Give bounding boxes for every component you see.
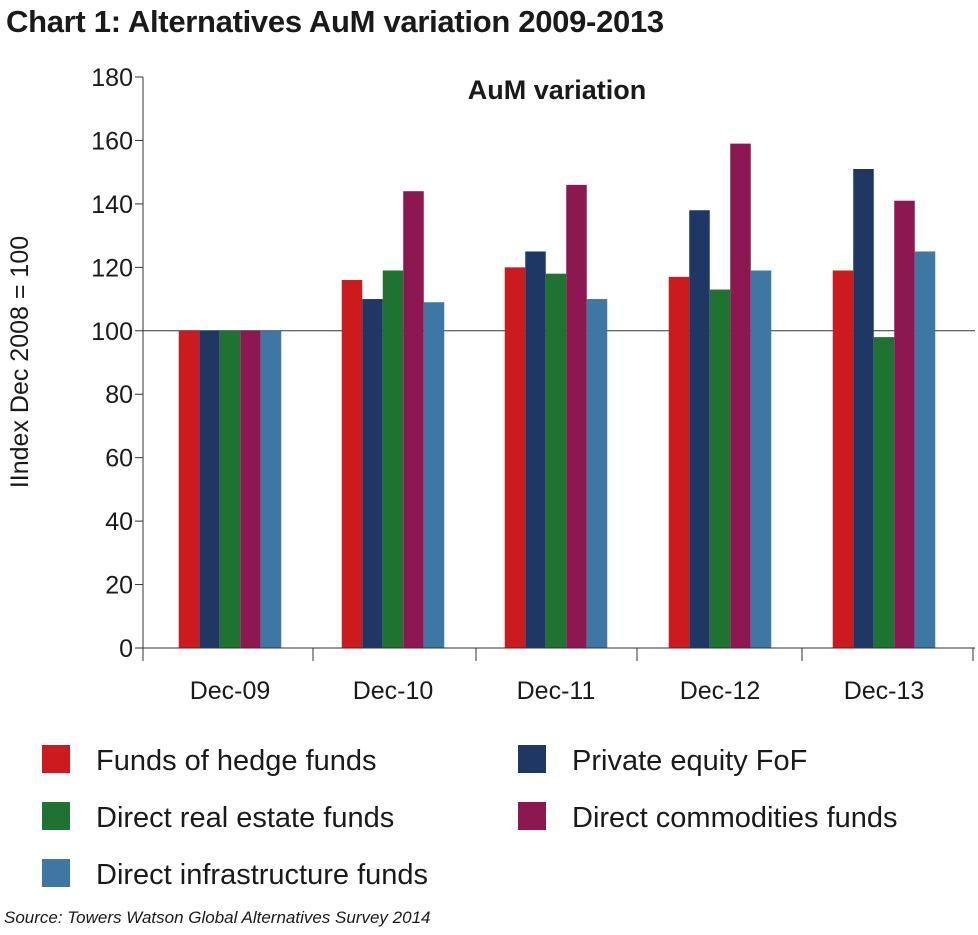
bar	[894, 200, 915, 648]
legend-label: Private equity FoF	[572, 745, 807, 777]
bar	[199, 330, 220, 648]
y-tick-label: 160	[91, 127, 133, 155]
bar	[382, 270, 404, 648]
bar	[545, 273, 567, 648]
y-tick-label: 40	[105, 508, 133, 536]
legend-label: Direct infrastructure funds	[96, 859, 428, 891]
legend: Funds of hedge funds Private equity FoF Di…	[42, 745, 898, 891]
bar	[750, 270, 772, 648]
y-tick-label: 20	[105, 572, 133, 600]
bar	[178, 330, 200, 648]
y-tick-label: 60	[105, 445, 133, 473]
legend-swatch	[518, 802, 546, 830]
legend-label: Direct commodities funds	[572, 802, 898, 834]
x-tick-label: Dec-13	[844, 677, 925, 705]
bar	[525, 251, 546, 648]
bar	[730, 143, 751, 648]
x-tick-label: Dec-09	[190, 677, 271, 705]
source-note: Source: Towers Watson Global Alternative…	[4, 908, 431, 927]
legend-swatch	[42, 859, 70, 887]
x-axis: Dec-09 Dec-10 Dec-11 Dec-12 Dec-13	[142, 647, 975, 705]
legend-swatch	[42, 745, 70, 773]
bar	[504, 267, 526, 648]
bar	[709, 289, 731, 648]
y-axis-title: IIndex Dec 2008 = 100	[6, 236, 34, 488]
bar	[853, 168, 874, 648]
x-tick-label: Dec-10	[353, 677, 434, 705]
y-tick-label: 120	[91, 254, 133, 282]
y-tick-label: 100	[91, 318, 133, 346]
bar	[341, 280, 363, 648]
bar	[586, 299, 608, 648]
chart-title: AuM variation	[468, 75, 647, 105]
legend-swatch	[42, 802, 70, 830]
bar	[832, 270, 854, 648]
page-title: Chart 1: Alternatives AuM variation 2009…	[6, 4, 664, 39]
bar	[689, 210, 710, 648]
bar	[873, 337, 895, 648]
bar	[219, 330, 241, 648]
x-tick-label: Dec-11	[517, 677, 596, 705]
bars	[178, 143, 936, 648]
bar	[668, 276, 690, 648]
y-tick-label: 180	[91, 64, 133, 92]
legend-swatch	[518, 745, 546, 773]
bar	[423, 302, 445, 648]
legend-label: Funds of hedge funds	[96, 745, 377, 777]
bar	[240, 330, 261, 648]
x-tick-label: Dec-12	[680, 677, 761, 705]
bar	[566, 184, 587, 648]
y-axis: 0 20 40 60 80 100 120 140 160 180	[91, 64, 975, 663]
y-tick-label: 0	[119, 635, 133, 663]
legend-label: Direct real estate funds	[96, 802, 394, 834]
bar	[362, 299, 383, 648]
bar	[914, 251, 936, 648]
y-tick-label: 80	[105, 381, 133, 409]
y-tick-label: 140	[91, 191, 133, 219]
bar	[260, 330, 282, 648]
bar	[403, 191, 424, 648]
